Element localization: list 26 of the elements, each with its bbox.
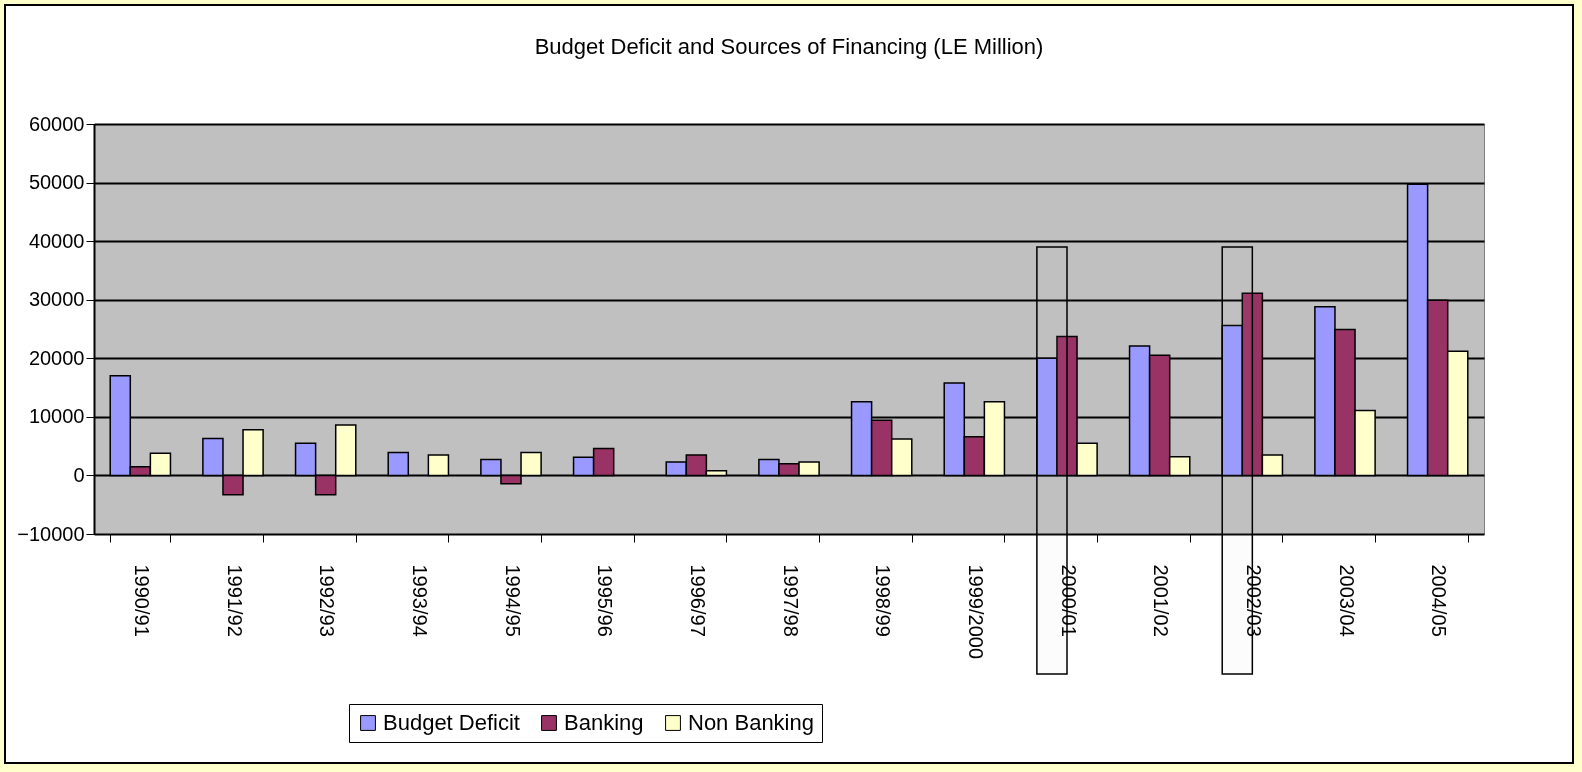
y-tick-label: 20000 xyxy=(28,346,85,369)
x-tick-label: 1997/98 xyxy=(779,564,802,637)
legend-label: Non Banking xyxy=(688,710,814,735)
y-tick-label: 10000 xyxy=(28,405,85,428)
chart-title: Budget Deficit and Sources of Financing (LE Million) xyxy=(534,34,1044,59)
x-tick-label: 1998/99 xyxy=(872,564,895,637)
x-tick-label: 2000/01 xyxy=(1057,564,1080,637)
x-tick-label: 1990/91 xyxy=(130,564,153,637)
y-tick-label: −10000 xyxy=(17,522,85,545)
x-tick-label: 2003/04 xyxy=(1335,564,1358,637)
y-tick-label: 40000 xyxy=(28,229,85,252)
x-tick-label: 1999/2000 xyxy=(964,564,987,660)
x-tick-label: 1991/92 xyxy=(223,564,246,637)
y-tick-label: 60000 xyxy=(28,112,85,135)
legend-label: Budget Deficit xyxy=(383,710,520,735)
x-tick-label: 1995/96 xyxy=(594,564,617,637)
x-tick-label: 2001/02 xyxy=(1150,564,1173,637)
x-tick-label: 1996/97 xyxy=(686,564,709,637)
y-tick-label: 50000 xyxy=(28,171,85,194)
x-tick-label: 1992/93 xyxy=(316,564,339,637)
legend-label: Banking xyxy=(564,710,644,735)
x-tick-label: 2004/05 xyxy=(1428,564,1451,637)
y-tick-label: 0 xyxy=(73,463,85,486)
x-tick-label: 1993/94 xyxy=(408,564,431,637)
x-tick-label: 1994/95 xyxy=(501,564,524,637)
y-tick-label: 30000 xyxy=(28,288,85,311)
